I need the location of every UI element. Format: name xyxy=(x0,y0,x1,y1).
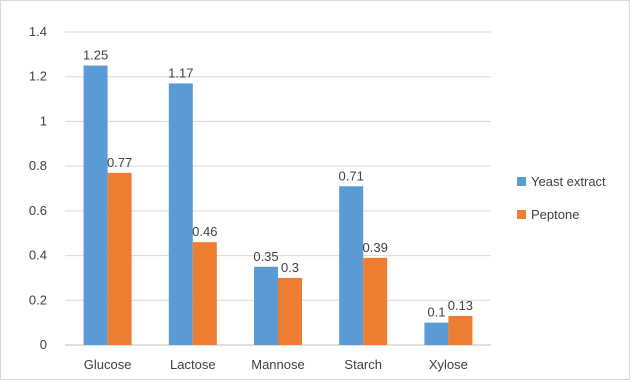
x-axis-categories: Glucose Lactose Mannose Starch Xylose xyxy=(84,357,468,372)
data-label: 0.39 xyxy=(363,240,388,255)
bar-yeast-extract-glucose xyxy=(83,65,108,346)
y-tick-label: 0.8 xyxy=(29,158,47,173)
data-label: 0.1 xyxy=(427,305,445,320)
x-category-label: Glucose xyxy=(84,357,132,372)
legend-label: Yeast extract xyxy=(531,174,606,189)
y-tick-label: 0.4 xyxy=(29,248,47,263)
data-label: 0.71 xyxy=(339,168,364,183)
data-label: 1.25 xyxy=(83,48,108,63)
legend-swatch xyxy=(517,177,526,186)
x-category-label: Starch xyxy=(344,357,382,372)
y-tick-label: 0 xyxy=(40,337,47,352)
legend: Yeast extract Peptone xyxy=(517,174,606,222)
x-category-label: Mannose xyxy=(251,357,304,372)
y-axis-ticks: 0 0.2 0.4 0.6 0.8 1 1.2 1.4 xyxy=(29,24,47,352)
bar-yeast-extract-starch xyxy=(339,186,364,345)
bar-yeast-extract-mannose xyxy=(254,266,278,345)
bar-peptone-glucose xyxy=(107,172,132,345)
bar-yeast-extract-xylose xyxy=(424,322,449,345)
y-tick-label: 0.6 xyxy=(29,203,47,218)
bar-yeast-extract-lactose xyxy=(168,83,193,346)
data-label: 1.17 xyxy=(168,65,193,80)
y-tick-label: 1 xyxy=(40,113,47,128)
data-label: 0.46 xyxy=(192,224,217,239)
data-label: 0.13 xyxy=(448,298,473,313)
bar-peptone-xylose xyxy=(448,315,473,345)
y-tick-label: 1.4 xyxy=(29,24,47,39)
data-label: 0.3 xyxy=(281,260,299,275)
x-category-label: Xylose xyxy=(429,357,468,372)
bar-peptone-mannose xyxy=(278,277,302,345)
y-tick-label: 1.2 xyxy=(29,69,47,84)
legend-swatch xyxy=(517,210,526,219)
gridlines xyxy=(65,31,491,346)
legend-label: Peptone xyxy=(531,207,579,222)
bar-peptone-starch xyxy=(363,257,388,345)
bars xyxy=(83,65,473,346)
data-labels: 1.25 0.77 1.17 0.46 0.350.3 0.71 0.39 0.1 0.13 xyxy=(83,48,473,320)
y-tick-label: 0.2 xyxy=(29,292,47,307)
data-label: 0.77 xyxy=(107,155,132,170)
x-category-label: Lactose xyxy=(170,357,216,372)
data-label: 0.35 xyxy=(253,249,278,264)
bar-peptone-lactose xyxy=(192,242,217,345)
